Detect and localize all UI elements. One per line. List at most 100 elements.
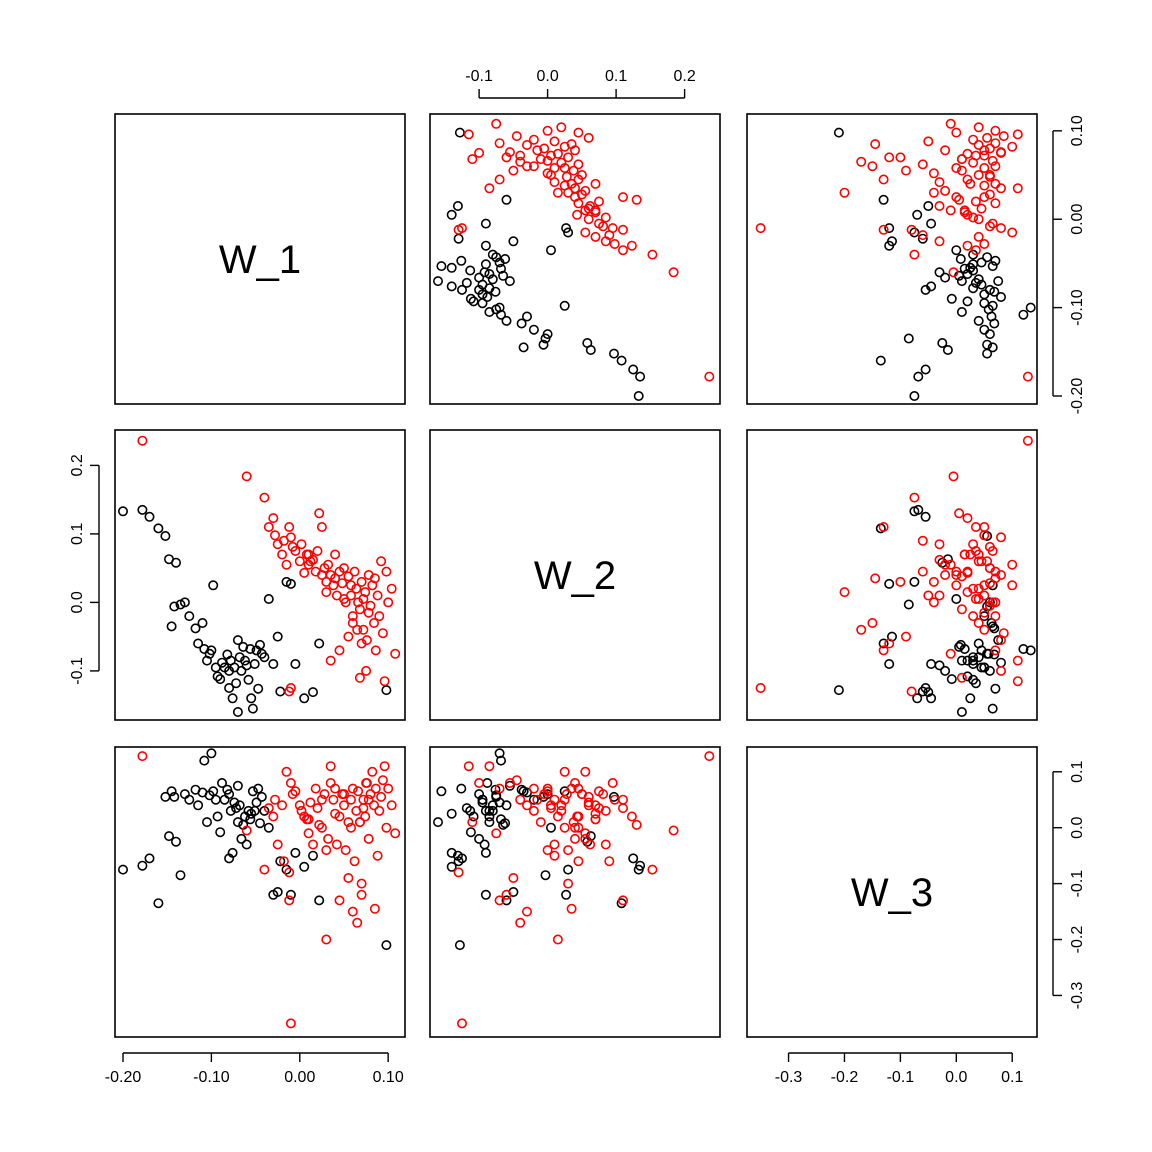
point-red-24-r3c2 [569, 822, 580, 833]
point-red-24-r1c3 [951, 192, 962, 203]
point-red-68-r3c2 [515, 917, 526, 928]
point-red-35-r1c2 [542, 168, 553, 179]
point-black-25-r3c1 [222, 784, 233, 795]
point-black-40-r3c2 [436, 786, 447, 797]
point-red-77-r2c3 [951, 580, 962, 591]
point-red-36-r3c1 [343, 817, 354, 828]
point-black-8-r1c2 [518, 342, 529, 353]
point-red-10-r3c2 [617, 895, 628, 906]
point-red-45-r2c1 [360, 587, 371, 598]
point-red-65-r2c3 [878, 645, 889, 656]
point-red-23-r2c3 [954, 508, 965, 519]
point-black-7-r1c2 [538, 339, 549, 350]
point-red-43-r1c2 [563, 152, 574, 163]
point-red-22-r2c1 [312, 545, 323, 556]
point-black-18-r3c1 [206, 748, 217, 759]
panel-box-1-1 [114, 113, 406, 405]
point-red-44-r2c1 [358, 624, 369, 635]
point-black-1-r1c2 [635, 371, 646, 382]
point-red-22-r3c1 [312, 803, 323, 814]
point-red-6-r3c2 [600, 839, 611, 850]
right-axis-w3-tick-label: -0.3 [1069, 982, 1086, 1010]
point-red-54-r1c3 [982, 132, 993, 143]
point-black-26-r2c3 [984, 665, 995, 676]
point-black-8-r3c1 [166, 786, 177, 797]
point-red-53-r1c3 [968, 134, 979, 145]
point-red-14-r1c3 [973, 214, 984, 225]
point-red-51-r2c1 [370, 645, 381, 656]
point-red-52-r3c2 [549, 850, 560, 861]
point-black-1-r2c3 [913, 504, 924, 515]
point-black-45-r3c1 [256, 791, 267, 802]
point-black-11-r3c1 [184, 794, 195, 805]
point-black-37-r2c1 [243, 674, 254, 685]
point-red-67-r2c3 [867, 617, 878, 628]
point-red-9-r2c1 [281, 559, 292, 570]
point-black-50-r1c3 [917, 233, 928, 244]
point-red-31-r3c2 [549, 839, 560, 850]
point-red-7-r1c2 [590, 231, 601, 242]
point-black-37-r3c2 [465, 805, 476, 816]
point-black-11-r1c3 [979, 324, 990, 335]
panel-box-3-2 [429, 746, 721, 1038]
point-black-31-r2c1 [232, 635, 243, 646]
point-black-2-r2c3 [920, 511, 931, 522]
point-black-16-r1c3 [956, 306, 967, 317]
panel-box-1-2 [429, 113, 721, 405]
point-black-31-r2c3 [993, 635, 1004, 646]
point-red-18-r3c1 [303, 828, 314, 839]
point-black-0-r2c1 [118, 506, 129, 517]
bottom-axis-w1-tick-label: -0.10 [193, 1069, 230, 1086]
point-red-7-r2c1 [277, 549, 288, 560]
point-red-78-r1c2 [545, 150, 556, 161]
point-red-57-r2c3 [951, 566, 962, 577]
point-red-42-r1c2 [535, 154, 546, 165]
point-red-72-r1c3 [755, 223, 766, 234]
point-black-20-r3c1 [210, 794, 221, 805]
point-black-48-r3c2 [480, 889, 491, 900]
point-red-79-r2c1 [363, 607, 374, 618]
point-red-59-r1c3 [973, 122, 984, 133]
point-red-72-r1c2 [456, 223, 467, 234]
point-red-51-r1c2 [494, 138, 505, 149]
point-black-23-r2c1 [217, 657, 228, 668]
point-black-53-r3c2 [480, 847, 491, 858]
point-red-74-r2c1 [316, 521, 327, 532]
point-red-4-r1c3 [962, 240, 973, 251]
point-red-2-r3c1 [259, 864, 270, 875]
point-red-5-r2c1 [269, 530, 280, 541]
point-black-58-r2c3 [920, 682, 931, 693]
point-black-47-r2c3 [951, 593, 962, 604]
panel-box-3-3 [746, 746, 1038, 1038]
point-black-52-r2c1 [285, 578, 296, 589]
point-red-70-r3c2 [566, 903, 577, 914]
right-axis-w1-tick-label: 0.00 [1069, 204, 1086, 235]
point-red-6-r2c3 [934, 539, 945, 550]
point-black-1-r2c1 [137, 504, 148, 515]
point-red-30-r1c3 [990, 178, 1001, 189]
point-black-57-r2c1 [381, 685, 392, 696]
point-red-63-r3c2 [453, 867, 464, 878]
point-red-79-r1c2 [532, 145, 543, 156]
point-black-10-r2c1 [179, 597, 190, 608]
point-red-37-r3c1 [345, 794, 356, 805]
point-red-0-r2c1 [137, 435, 148, 446]
point-red-57-r2c1 [381, 566, 392, 577]
point-black-40-r3c1 [247, 786, 258, 797]
point-red-71-r3c1 [321, 934, 332, 945]
point-red-11-r1c2 [607, 223, 618, 234]
point-red-60-r3c1 [390, 828, 401, 839]
variable-label-3: W_3 [851, 871, 933, 915]
point-red-21-r1c3 [990, 198, 1001, 209]
point-red-29-r1c2 [559, 180, 570, 191]
point-black-53-r2c3 [926, 658, 937, 669]
point-red-62-r1c2 [474, 147, 485, 158]
point-red-70-r2c1 [369, 573, 380, 584]
point-red-55-r2c1 [377, 628, 388, 639]
point-red-3-r2c3 [970, 521, 981, 532]
point-red-59-r3c2 [556, 800, 567, 811]
panel-box-3-1 [114, 746, 406, 1038]
point-red-32-r2c3 [962, 566, 973, 577]
point-red-76-r2c3 [984, 563, 995, 574]
point-black-31-r3c2 [504, 780, 515, 791]
